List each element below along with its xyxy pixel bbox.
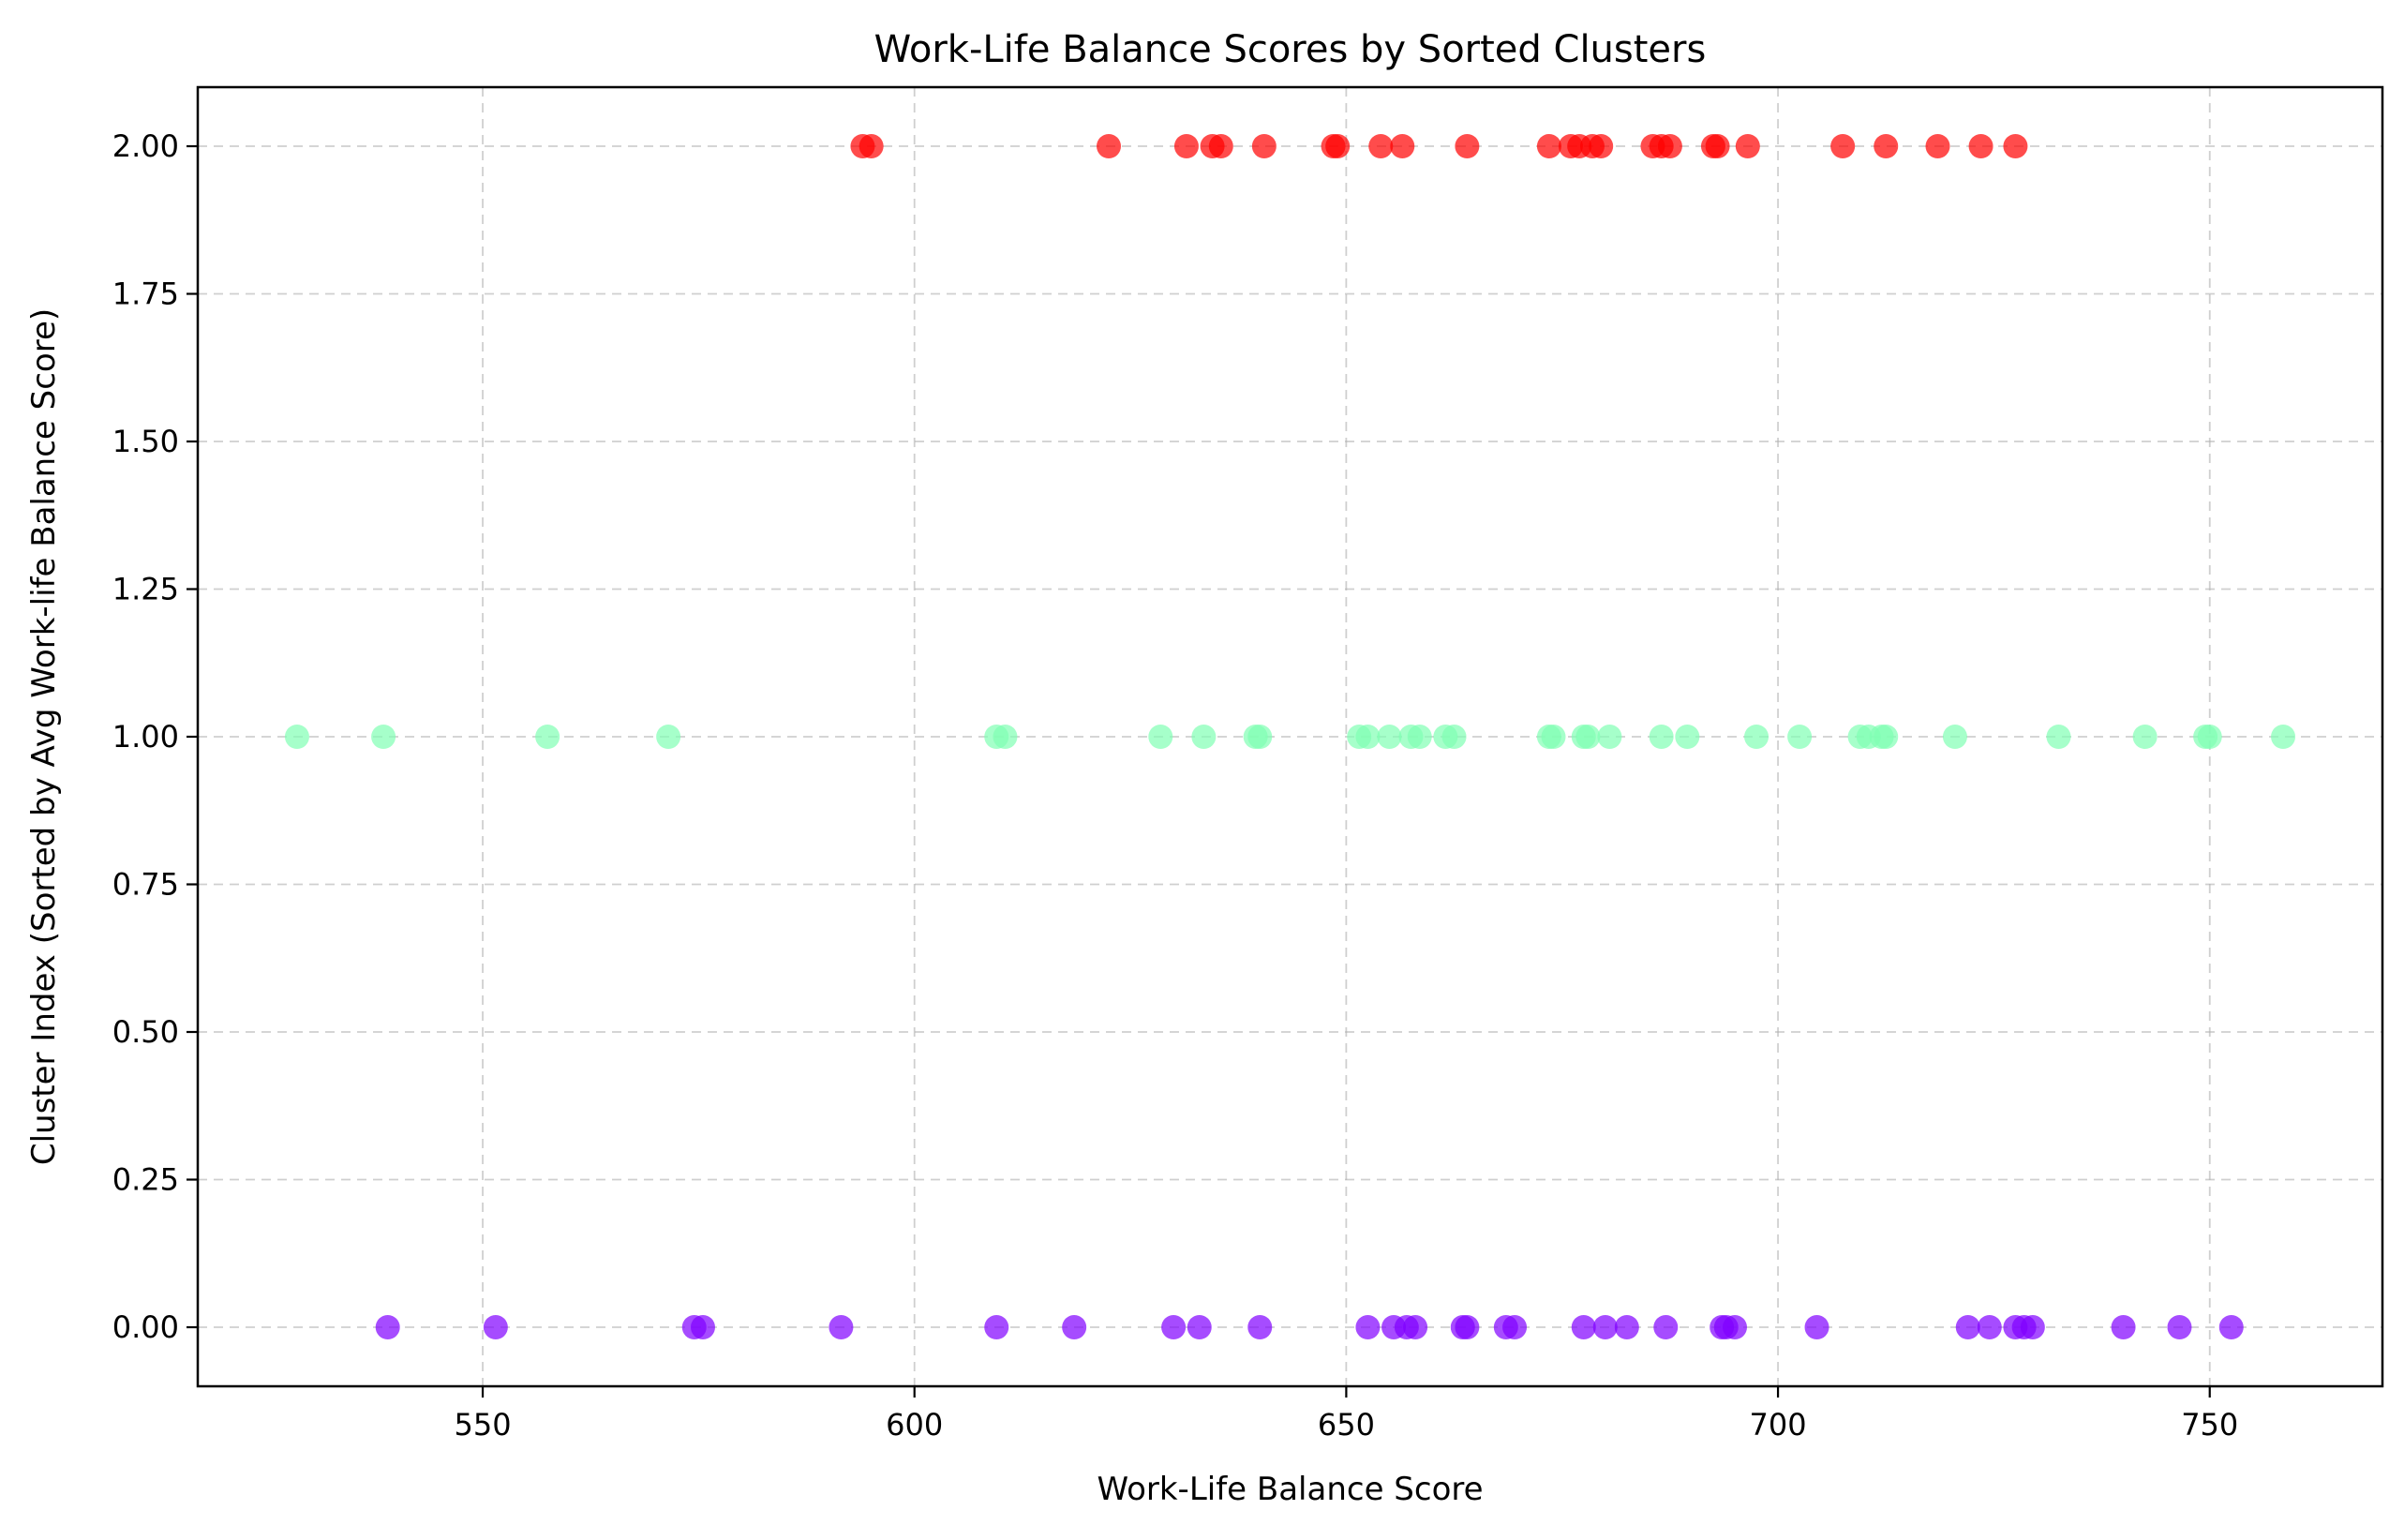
data-point-cluster-2 bbox=[1657, 134, 1682, 158]
data-point-cluster-0 bbox=[375, 1315, 400, 1339]
data-point-cluster-1 bbox=[1148, 725, 1173, 749]
data-point-cluster-0 bbox=[984, 1315, 1009, 1339]
y-tick-label: 1.75 bbox=[112, 277, 179, 312]
x-tick-label: 650 bbox=[1318, 1407, 1375, 1443]
data-point-cluster-1 bbox=[993, 725, 1018, 749]
data-point-cluster-1 bbox=[1407, 725, 1432, 749]
data-point-cluster-0 bbox=[2111, 1315, 2136, 1339]
data-point-cluster-1 bbox=[1874, 725, 1899, 749]
data-point-cluster-1 bbox=[1744, 725, 1769, 749]
x-tick-label: 750 bbox=[2181, 1407, 2238, 1443]
data-point-cluster-0 bbox=[1403, 1315, 1428, 1339]
x-tick-label: 600 bbox=[886, 1407, 943, 1443]
data-point-cluster-0 bbox=[1355, 1315, 1381, 1339]
data-point-cluster-0 bbox=[1247, 1315, 1273, 1339]
y-tick-label: 0.25 bbox=[112, 1162, 179, 1198]
data-point-cluster-2 bbox=[1325, 134, 1351, 158]
x-tick-label: 700 bbox=[1750, 1407, 1807, 1443]
data-point-cluster-0 bbox=[1955, 1315, 1980, 1339]
data-point-cluster-0 bbox=[1592, 1315, 1618, 1339]
y-tick-label: 1.00 bbox=[112, 719, 179, 755]
data-point-cluster-0 bbox=[690, 1315, 715, 1339]
data-point-cluster-1 bbox=[2271, 725, 2296, 749]
data-point-cluster-2 bbox=[2003, 134, 2028, 158]
data-point-cluster-1 bbox=[1942, 725, 1967, 749]
data-point-cluster-2 bbox=[1705, 134, 1730, 158]
data-point-cluster-2 bbox=[1208, 134, 1233, 158]
data-point-cluster-2 bbox=[1925, 134, 1950, 158]
data-point-cluster-0 bbox=[1062, 1315, 1087, 1339]
data-point-cluster-1 bbox=[535, 725, 560, 749]
data-point-cluster-0 bbox=[1722, 1315, 1747, 1339]
data-point-cluster-1 bbox=[1575, 725, 1601, 749]
x-tick-label: 550 bbox=[455, 1407, 512, 1443]
data-point-cluster-2 bbox=[1390, 134, 1415, 158]
data-point-cluster-0 bbox=[1502, 1315, 1528, 1339]
data-point-cluster-2 bbox=[1830, 134, 1856, 158]
data-point-cluster-1 bbox=[1597, 725, 1622, 749]
data-point-cluster-1 bbox=[1247, 725, 1273, 749]
data-point-cluster-1 bbox=[1649, 725, 1674, 749]
y-tick-label: 1.25 bbox=[112, 572, 179, 607]
data-point-cluster-0 bbox=[2167, 1315, 2192, 1339]
y-tick-label: 1.50 bbox=[112, 424, 179, 459]
y-tick-label: 0.75 bbox=[112, 867, 179, 903]
y-tick-label: 0.50 bbox=[112, 1014, 179, 1050]
data-point-cluster-1 bbox=[371, 725, 396, 749]
data-point-cluster-0 bbox=[483, 1315, 508, 1339]
data-point-cluster-2 bbox=[1251, 134, 1277, 158]
data-point-cluster-1 bbox=[1191, 725, 1217, 749]
data-point-cluster-0 bbox=[1187, 1315, 1212, 1339]
data-point-cluster-2 bbox=[1589, 134, 1614, 158]
data-point-cluster-0 bbox=[1455, 1315, 1480, 1339]
data-point-cluster-2 bbox=[1173, 134, 1199, 158]
data-point-cluster-1 bbox=[1377, 725, 1402, 749]
data-point-cluster-2 bbox=[1968, 134, 1993, 158]
data-point-cluster-2 bbox=[859, 134, 884, 158]
data-point-cluster-0 bbox=[829, 1315, 854, 1339]
data-point-cluster-1 bbox=[2046, 725, 2071, 749]
data-point-cluster-1 bbox=[2197, 725, 2222, 749]
data-point-cluster-2 bbox=[1735, 134, 1760, 158]
data-point-cluster-2 bbox=[1536, 134, 1561, 158]
data-point-cluster-2 bbox=[1097, 134, 1122, 158]
data-point-cluster-1 bbox=[284, 725, 309, 749]
data-point-cluster-0 bbox=[2020, 1315, 2045, 1339]
data-point-cluster-1 bbox=[2132, 725, 2158, 749]
y-axis-label: Cluster Index (Sorted by Avg Work-life B… bbox=[25, 308, 63, 1165]
data-point-cluster-1 bbox=[1441, 725, 1467, 749]
x-axis-label: Work-Life Balance Score bbox=[1097, 1471, 1483, 1508]
y-tick-label: 2.00 bbox=[112, 128, 179, 164]
data-point-cluster-0 bbox=[1804, 1315, 1829, 1339]
chart-title: Work-Life Balance Scores by Sorted Clust… bbox=[874, 28, 1707, 71]
data-point-cluster-1 bbox=[1541, 725, 1566, 749]
data-point-cluster-2 bbox=[1368, 134, 1394, 158]
data-point-cluster-2 bbox=[1455, 134, 1480, 158]
data-point-cluster-0 bbox=[1614, 1315, 1639, 1339]
data-point-cluster-1 bbox=[1355, 725, 1381, 749]
y-tick-label: 0.00 bbox=[112, 1309, 179, 1345]
data-point-cluster-0 bbox=[1653, 1315, 1679, 1339]
data-point-cluster-1 bbox=[656, 725, 681, 749]
data-points bbox=[284, 134, 2296, 1339]
axis-ticks: 550 600 650 700 750 0.00 0.25 0.50 0.75 1.00 1.25 1… bbox=[112, 128, 2239, 1443]
data-point-cluster-0 bbox=[1977, 1315, 2002, 1339]
data-point-cluster-0 bbox=[1161, 1315, 1187, 1339]
data-point-cluster-1 bbox=[1787, 725, 1813, 749]
data-point-cluster-0 bbox=[2218, 1315, 2244, 1339]
data-point-cluster-0 bbox=[1571, 1315, 1596, 1339]
data-point-cluster-1 bbox=[1675, 725, 1700, 749]
data-point-cluster-2 bbox=[1874, 134, 1899, 158]
